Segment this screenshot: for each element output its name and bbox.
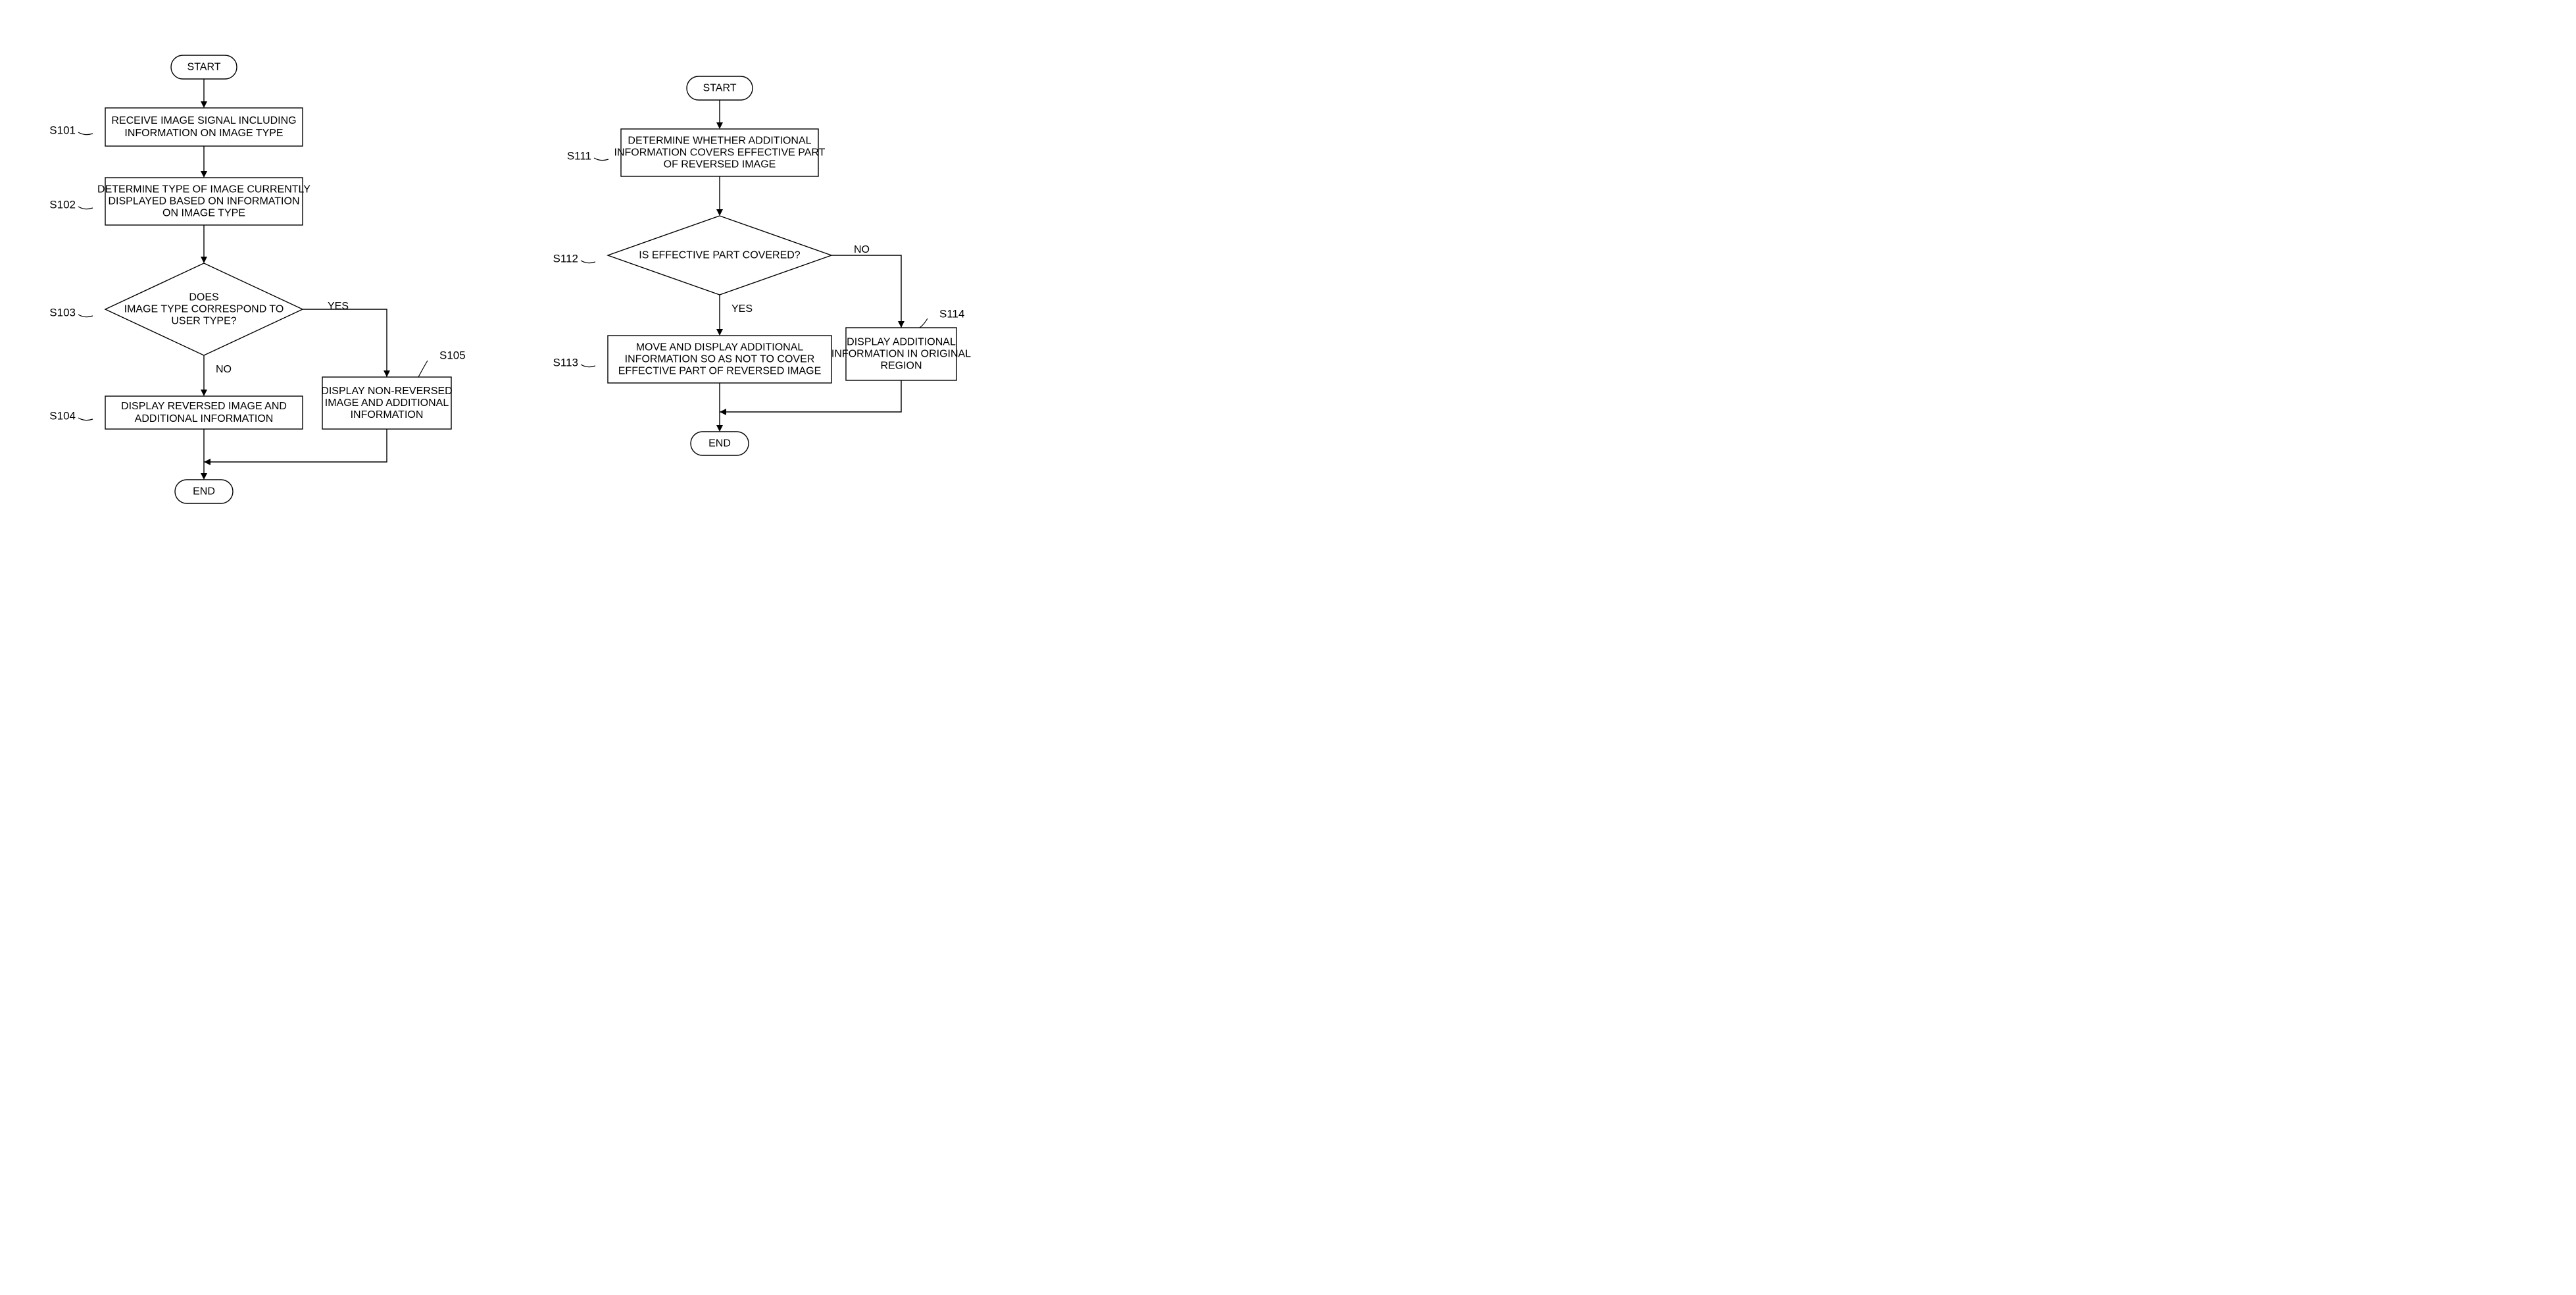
arrow-head bbox=[716, 425, 723, 432]
s105-label-tail bbox=[418, 361, 428, 377]
left-start-text: START bbox=[187, 62, 221, 73]
s105-box-line: DISPLAY NON-REVERSED bbox=[321, 386, 452, 397]
s114-box-line: REGION bbox=[880, 361, 922, 372]
s102-box: DETERMINE TYPE OF IMAGE CURRENTLYDISPLAY… bbox=[97, 178, 310, 225]
s114-box-line: INFORMATION IN ORIGINAL bbox=[831, 349, 971, 360]
arrow-head bbox=[201, 390, 207, 396]
s101-box-line: INFORMATION ON IMAGE TYPE bbox=[124, 128, 283, 139]
left-end: END bbox=[175, 480, 233, 503]
s111-box-line: INFORMATION COVERS EFFECTIVE PART bbox=[614, 147, 826, 159]
s112-diamond: IS EFFECTIVE PART COVERED? bbox=[608, 216, 831, 295]
s105-box-line: IMAGE AND ADDITIONAL bbox=[325, 397, 449, 409]
merge-s105 bbox=[204, 429, 387, 462]
s113-label-tail bbox=[581, 365, 595, 367]
s102-label-tail bbox=[78, 207, 93, 209]
s103-no: NO bbox=[216, 364, 232, 375]
s103-diamond-line: USER TYPE? bbox=[171, 316, 236, 327]
s105-label: S105 bbox=[439, 349, 466, 361]
s114-label-tail bbox=[920, 318, 928, 328]
s112-diamond-line: IS EFFECTIVE PART COVERED? bbox=[639, 250, 800, 261]
s104-label: S104 bbox=[49, 409, 76, 422]
s103-label: S103 bbox=[49, 306, 76, 318]
left-end-text: END bbox=[193, 486, 215, 497]
s113-box-line: MOVE AND DISPLAY ADDITIONAL bbox=[636, 342, 804, 353]
right-start-text: START bbox=[703, 83, 737, 94]
s113-label: S113 bbox=[553, 356, 578, 368]
arrow-head bbox=[384, 370, 390, 377]
s104-box: DISPLAY REVERSED IMAGE ANDADDITIONAL INF… bbox=[105, 396, 303, 429]
right-start: START bbox=[687, 76, 753, 100]
arrow-head bbox=[716, 122, 723, 129]
arrow-head bbox=[201, 257, 207, 263]
s101-box-line: RECEIVE IMAGE SIGNAL INCLUDING bbox=[111, 115, 296, 126]
s102-box-line: DETERMINE TYPE OF IMAGE CURRENTLY bbox=[97, 184, 310, 195]
merge-s114 bbox=[720, 380, 901, 412]
s102-box-line: DISPLAYED BASED ON INFORMATION bbox=[108, 196, 299, 207]
arrow-head bbox=[201, 101, 207, 108]
s104-box-line: DISPLAY REVERSED IMAGE AND bbox=[121, 401, 287, 412]
s104-box-line: ADDITIONAL INFORMATION bbox=[135, 413, 274, 424]
right-end: END bbox=[691, 432, 749, 455]
arrow-s103-s105 bbox=[303, 309, 387, 377]
s113-box-line: INFORMATION SO AS NOT TO COVER bbox=[625, 354, 815, 365]
s114-box-line: DISPLAY ADDITIONAL bbox=[847, 337, 956, 348]
s101-box: RECEIVE IMAGE SIGNAL INCLUDING INFORMATIO… bbox=[105, 108, 303, 146]
s102-box-line: ON IMAGE TYPE bbox=[162, 208, 245, 219]
arrow-head bbox=[720, 409, 726, 415]
s111-box: DETERMINE WHETHER ADDITIONALINFORMATION … bbox=[614, 129, 826, 176]
s111-box-line: OF REVERSED IMAGE bbox=[664, 159, 776, 170]
s103-diamond-line: IMAGE TYPE CORRESPOND TO bbox=[124, 304, 284, 315]
s103-yes: YES bbox=[328, 301, 349, 312]
arrow-head bbox=[204, 459, 211, 465]
s101-label-tail bbox=[78, 132, 93, 135]
s113-box: MOVE AND DISPLAY ADDITIONALINFORMATION S… bbox=[608, 336, 831, 383]
arrow-head bbox=[716, 209, 723, 216]
arrow-head bbox=[716, 329, 723, 336]
s112-no: NO bbox=[854, 244, 870, 255]
s112-label: S112 bbox=[553, 252, 578, 265]
s105-box: DISPLAY NON-REVERSEDIMAGE AND ADDITIONAL… bbox=[321, 377, 452, 429]
arrow-head bbox=[201, 171, 207, 178]
s103-diamond: DOESIMAGE TYPE CORRESPOND TOUSER TYPE? bbox=[105, 263, 303, 355]
s111-box-line: DETERMINE WHETHER ADDITIONAL bbox=[628, 136, 811, 147]
s104-label-tail bbox=[78, 418, 93, 420]
s103-label-tail bbox=[78, 315, 93, 317]
s112-yes: YES bbox=[731, 303, 753, 315]
s103-diamond-line: DOES bbox=[189, 292, 218, 303]
s111-label-tail bbox=[594, 158, 608, 161]
arrow-head bbox=[201, 473, 207, 480]
left-start: START bbox=[171, 55, 237, 79]
s113-box-line: EFFECTIVE PART OF REVERSED IMAGE bbox=[618, 366, 822, 377]
s114-label: S114 bbox=[939, 307, 964, 320]
s105-box-line: INFORMATION bbox=[351, 409, 424, 420]
s111-label: S111 bbox=[567, 149, 591, 162]
right-end-text: END bbox=[708, 438, 731, 449]
arrow-s112-s114 bbox=[831, 255, 901, 328]
arrow-head bbox=[898, 321, 904, 328]
s101-label: S101 bbox=[49, 124, 76, 136]
s102-label: S102 bbox=[49, 198, 76, 211]
s112-label-tail bbox=[581, 261, 595, 263]
s114-box: DISPLAY ADDITIONALINFORMATION IN ORIGINA… bbox=[831, 328, 971, 380]
